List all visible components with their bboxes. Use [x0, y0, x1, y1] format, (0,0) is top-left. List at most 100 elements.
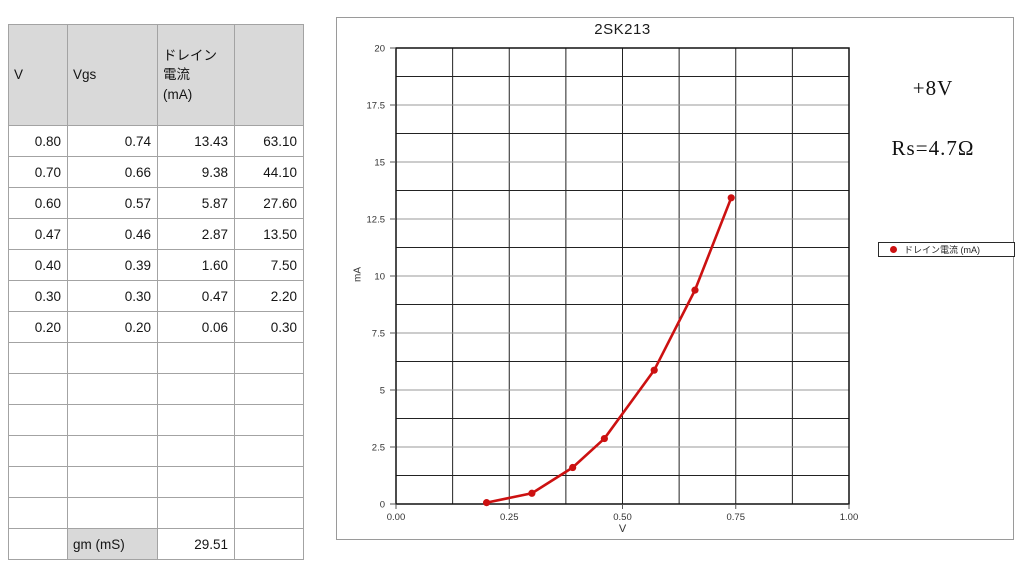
table-cell[interactable]: 0.46 [67, 218, 158, 250]
x-axis-label: V [618, 523, 627, 535]
table-cell[interactable] [8, 373, 68, 405]
table-cell[interactable] [67, 466, 158, 498]
table-row: 0.30 0.30 0.47 2.20 [8, 280, 304, 312]
gm-empty-cell[interactable] [234, 528, 304, 560]
table-row [8, 373, 304, 405]
annotation-supply-voltage: +8V [912, 76, 954, 100]
col-header-blank[interactable] [234, 24, 304, 126]
legend-series-marker-icon [890, 246, 897, 253]
table-row [8, 342, 304, 374]
table-cell[interactable]: 13.50 [234, 218, 304, 250]
table-cell[interactable] [8, 466, 68, 498]
table-cell[interactable] [157, 342, 235, 374]
table-cell[interactable] [8, 435, 68, 467]
x-tick-label: 1.00 [840, 512, 859, 523]
series-line[interactable] [485, 196, 733, 504]
table-cell[interactable] [234, 342, 304, 374]
annotation-source-resistor: Rs=4.7Ω [891, 136, 975, 160]
table-cell[interactable]: 2.87 [157, 218, 235, 250]
y-tick-label: 2.5 [372, 443, 385, 454]
x-tick-label: 0.00 [387, 512, 406, 523]
table-cell[interactable]: 0.74 [67, 125, 158, 157]
table-cell[interactable] [234, 497, 304, 529]
table-cell[interactable]: 2.20 [234, 280, 304, 312]
y-tick-label: 12.5 [367, 215, 386, 226]
legend-series-label: ドレイン電流 (mA) [904, 245, 980, 255]
table-cell[interactable]: 0.30 [234, 311, 304, 343]
table-cell[interactable]: 0.20 [67, 311, 158, 343]
table-cell[interactable]: 0.80 [8, 125, 68, 157]
data-point[interactable] [483, 499, 491, 507]
gm-value-cell[interactable]: 29.51 [157, 528, 235, 560]
table-cell[interactable]: 0.57 [67, 187, 158, 219]
table-cell[interactable]: 0.47 [8, 218, 68, 250]
x-tick-label: 0.50 [613, 512, 632, 523]
col-header-v[interactable]: V [8, 24, 68, 126]
table-cell[interactable]: 5.87 [157, 187, 235, 219]
table-cell[interactable] [234, 466, 304, 498]
table-row: 0.20 0.20 0.06 0.30 [8, 311, 304, 343]
gm-label-cell[interactable]: gm (mS) [67, 528, 158, 560]
data-point[interactable] [569, 463, 577, 472]
data-point[interactable] [691, 286, 699, 294]
table-cell[interactable]: 0.40 [8, 249, 68, 281]
table-cell[interactable]: 0.39 [67, 249, 158, 281]
y-tick-label: 17.5 [367, 101, 386, 112]
table-cell[interactable] [157, 466, 235, 498]
table-cell[interactable]: 0.30 [8, 280, 68, 312]
chart-container[interactable]: 0 2.5 5 7.5 10 12.5 15 17.5 20 0.00 0.25 0.50 0.75 1.… [336, 17, 1015, 541]
table-cell[interactable] [157, 404, 235, 436]
table-cell[interactable] [8, 404, 68, 436]
table-cell[interactable]: 7.50 [234, 249, 304, 281]
table-cell[interactable]: 13.43 [157, 125, 235, 157]
table-cell[interactable] [67, 342, 158, 374]
table-cell[interactable] [234, 373, 304, 405]
table-cell[interactable]: 0.06 [157, 311, 235, 343]
table-row: 0.80 0.74 13.43 63.10 [8, 125, 304, 157]
chart-legend[interactable]: ドレイン電流 (mA) [878, 242, 1015, 257]
table-cell[interactable] [67, 435, 158, 467]
y-tick-label: 5 [380, 386, 385, 397]
table-row: 0.47 0.46 2.87 13.50 [8, 218, 304, 250]
y-axis-label: mA [352, 267, 364, 282]
table-cell[interactable]: 0.20 [8, 311, 68, 343]
table-cell[interactable]: 63.10 [234, 125, 304, 157]
x-tick-label: 0.25 [500, 512, 519, 523]
table-cell[interactable]: 0.30 [67, 280, 158, 312]
data-point[interactable] [528, 489, 536, 497]
table-cell[interactable] [234, 435, 304, 467]
table-cell[interactable] [234, 404, 304, 436]
table-cell[interactable] [67, 497, 158, 529]
table-cell[interactable]: 0.70 [8, 156, 68, 188]
col-header-vgs[interactable]: Vgs [67, 24, 158, 126]
table-cell[interactable] [157, 497, 235, 529]
y-tick-label: 20 [374, 44, 385, 55]
table-cell[interactable] [8, 342, 68, 374]
gm-row: gm (mS) 29.51 [8, 528, 304, 560]
table-cell[interactable]: 1.60 [157, 249, 235, 281]
chart-plot-area[interactable]: 0 2.5 5 7.5 10 12.5 15 17.5 20 0.00 0.25 0.50 0.75 1.… [337, 18, 1015, 541]
table-cell[interactable] [67, 404, 158, 436]
table-cell[interactable]: 0.66 [67, 156, 158, 188]
gm-empty-cell[interactable] [8, 528, 68, 560]
table-cell[interactable] [8, 497, 68, 529]
y-tick-label: 0 [380, 500, 385, 511]
measurement-table: V Vgs ドレイン 電流 (mA) 0.80 0.74 13.43 63.10 0.7… [8, 24, 304, 560]
data-point[interactable] [727, 194, 735, 202]
y-tick-label: 15 [374, 158, 385, 169]
table-row: 0.60 0.57 5.87 27.60 [8, 187, 304, 219]
table-cell[interactable] [157, 373, 235, 405]
table-cell[interactable]: 27.60 [234, 187, 304, 219]
chart-title: 2SK213 [594, 21, 651, 38]
data-point[interactable] [650, 366, 658, 374]
table-cell[interactable]: 44.10 [234, 156, 304, 188]
x-tick-label: 0.75 [727, 512, 746, 523]
data-point[interactable] [600, 434, 608, 443]
table-cell[interactable]: 0.60 [8, 187, 68, 219]
table-cell[interactable] [67, 373, 158, 405]
table-cell[interactable] [157, 435, 235, 467]
table-cell[interactable]: 0.47 [157, 280, 235, 312]
col-header-drain-current[interactable]: ドレイン 電流 (mA) [157, 24, 235, 126]
table-cell[interactable]: 9.38 [157, 156, 235, 188]
table-row [8, 435, 304, 467]
